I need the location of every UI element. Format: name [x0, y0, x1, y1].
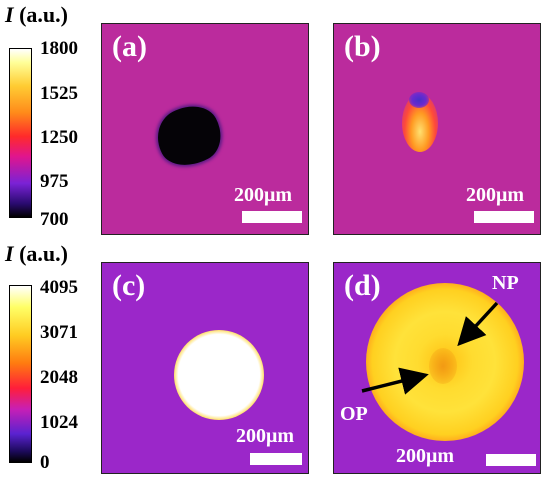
scale-bar [486, 454, 536, 466]
panel-label: (c) [112, 269, 146, 302]
panel-label: (b) [344, 30, 381, 63]
bright-disk [174, 330, 264, 420]
colorbar-top-tick: 1250 [40, 127, 78, 148]
dark-core [409, 92, 429, 108]
op-arrow [361, 367, 429, 395]
scale-bar-label: 200μm [236, 425, 294, 447]
colorbar-bottom-tick: 3071 [40, 322, 78, 343]
colorbar-top-tick: 700 [40, 209, 69, 230]
panel-label: (d) [344, 269, 381, 302]
spot-center [429, 348, 457, 384]
colorbar-bottom-tick: 1024 [40, 412, 78, 433]
panel-label: (a) [112, 30, 147, 63]
colorbar-top-title: I (a.u.) [5, 2, 68, 28]
scale-bar-label: 200μm [396, 445, 454, 467]
colorbar-bottom-title: I (a.u.) [5, 241, 68, 267]
panel-c-image: (c) 200μm [101, 262, 309, 474]
scale-bar [242, 211, 302, 223]
scale-bar [474, 211, 534, 223]
scale-bar-label: 200μm [234, 184, 292, 206]
colorbar-top-title-unit: (a.u.) [13, 2, 68, 27]
colorbar-bottom-title-unit: (a.u.) [13, 241, 68, 266]
np-arrow [457, 301, 499, 347]
colorbar-bottom-tick: 4095 [40, 277, 78, 298]
annotation-arrows [361, 301, 499, 395]
panel-a-image: (a) 200μm [101, 23, 309, 235]
colorbar-top [9, 48, 32, 218]
colorbar-top-title-symbol: I [5, 2, 14, 27]
colorbar-bottom-title-symbol: I [5, 241, 14, 266]
colorbar-bottom [9, 285, 32, 463]
colorbar-top-tick: 1800 [40, 38, 78, 59]
np-label: NP [492, 272, 519, 294]
colorbar-top-tick: 975 [40, 171, 69, 192]
panel-d-image: (d) NP OP 200μm [333, 262, 541, 474]
colorbar-bottom-tick: 0 [40, 452, 50, 473]
dark-blob [147, 95, 231, 177]
scale-bar-label: 200μm [466, 184, 524, 206]
colorbar-bottom-tick: 2048 [40, 367, 78, 388]
colorbar-top-tick: 1525 [40, 83, 78, 104]
scale-bar [250, 453, 302, 465]
op-label: OP [340, 403, 368, 425]
panel-b-image: (b) 200μm [333, 23, 541, 235]
